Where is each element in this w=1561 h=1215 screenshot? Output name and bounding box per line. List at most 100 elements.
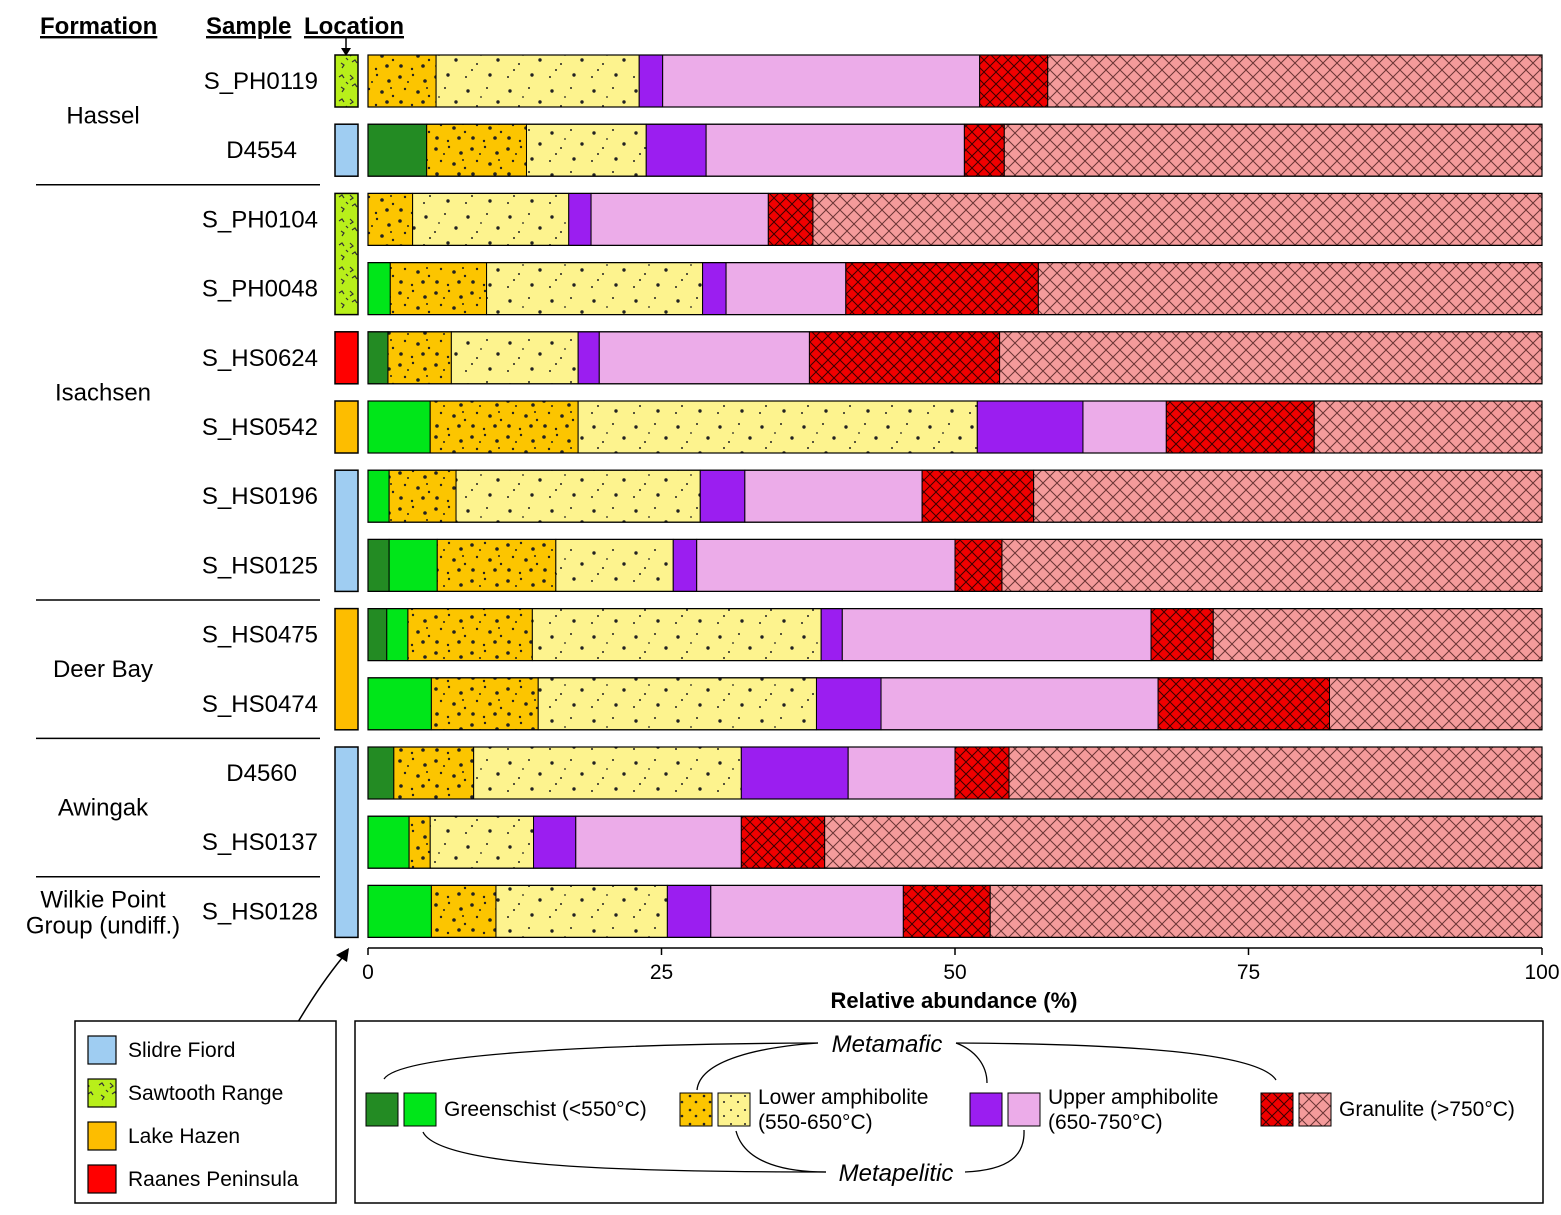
bar-row bbox=[367, 538, 1543, 593]
bar-segment-gr_mafic bbox=[1157, 677, 1331, 731]
sample-label: S_PH0104 bbox=[202, 206, 318, 233]
bar-segment-ua_mafic bbox=[645, 123, 707, 177]
bar-segment-ua_mafic bbox=[577, 331, 600, 385]
bar-row bbox=[367, 54, 1543, 108]
sample-label: D4554 bbox=[226, 137, 297, 164]
bar-outline bbox=[367, 469, 1543, 523]
bar-outline bbox=[367, 815, 1543, 869]
bar-segment-la_pelitic bbox=[555, 538, 674, 592]
legend-label-slidre-fiord: Slidre Fiord bbox=[128, 1039, 235, 1062]
legend-swatch-lake-hazen bbox=[87, 1121, 117, 1151]
bar-segment-ua_mafic bbox=[699, 469, 746, 523]
bar-segment-la_mafic bbox=[430, 677, 539, 731]
legend-label-lake-hazen: Lake Hazen bbox=[128, 1125, 240, 1148]
bar-segment-gr_mafic bbox=[740, 815, 826, 869]
bar-row bbox=[367, 262, 1543, 316]
bar-segment-la_pelitic bbox=[412, 192, 570, 246]
bar-segment-ua_mafic bbox=[666, 884, 712, 938]
bar-segment-la_mafic bbox=[367, 54, 437, 108]
bar-segment-gr_pelitic bbox=[999, 331, 1543, 385]
legend-group-label: Greenschist (<550°C) bbox=[444, 1098, 647, 1121]
bar-outline bbox=[367, 123, 1543, 177]
bar-row bbox=[367, 884, 1543, 939]
bar-segment-gr_mafic bbox=[845, 262, 1039, 316]
bar-outline bbox=[367, 54, 1543, 108]
bar-segment-gs_pelitic bbox=[367, 262, 391, 316]
bar-segment-gs_pelitic bbox=[367, 469, 390, 523]
bar-segment-la_pelitic bbox=[495, 884, 668, 938]
location-header-arrow bbox=[341, 38, 351, 56]
bar-segment-ua_pelitic bbox=[725, 262, 847, 316]
bar-segment-ua_pelitic bbox=[1082, 400, 1167, 454]
bar-row bbox=[367, 192, 1543, 246]
bar-outline bbox=[367, 607, 1543, 662]
formation-label: Hassel bbox=[66, 103, 139, 130]
bar-segment-gr_pelitic bbox=[1047, 54, 1543, 108]
legend-label-raanes-peninsula: Raanes Peninsula bbox=[128, 1168, 299, 1191]
bar-segment-ua_pelitic bbox=[575, 815, 742, 869]
bar-segment-gr_mafic bbox=[963, 123, 1005, 177]
legend-group-range: (550-650°C) bbox=[758, 1111, 873, 1134]
location-block-lake-hazen bbox=[334, 607, 359, 731]
bar-segment-gs_pelitic bbox=[367, 400, 431, 454]
bar-segment-gs_pelitic bbox=[367, 815, 410, 869]
bar-segment-la_mafic bbox=[408, 815, 431, 869]
bar-segment-ua_pelitic bbox=[710, 884, 904, 938]
metapelitic-label: Metapelitic bbox=[839, 1160, 954, 1187]
legend-swatch-la_pelitic bbox=[717, 1092, 751, 1127]
bar-segment-gr_pelitic bbox=[1329, 677, 1543, 731]
bar-segment-ua_pelitic bbox=[590, 192, 769, 246]
bar-segment-ua_mafic bbox=[672, 538, 698, 592]
sample-header: Sample bbox=[206, 13, 291, 40]
legend-group-range: (650-750°C) bbox=[1048, 1111, 1163, 1134]
bar-row bbox=[367, 746, 1543, 800]
bar-row bbox=[367, 815, 1543, 869]
bar-segment-ua_mafic bbox=[533, 815, 577, 869]
sample-label: D4560 bbox=[226, 760, 297, 787]
legend-group-label: Upper amphibolite bbox=[1048, 1086, 1218, 1109]
location-block-sawtooth-range bbox=[334, 54, 359, 108]
bar-segment-la_pelitic bbox=[525, 123, 647, 177]
bar-segment-gr_pelitic bbox=[812, 192, 1543, 246]
formation-labels: Hassel Isachsen Deer Bay Awingak Wilkie Poin… bbox=[26, 103, 180, 940]
formation-separators bbox=[36, 184, 320, 878]
formation-label: Awingak bbox=[58, 795, 149, 822]
bar-segment-gr_pelitic bbox=[824, 815, 1543, 869]
location-block-lake-hazen bbox=[334, 400, 359, 454]
bar-row bbox=[367, 400, 1543, 454]
bar-segment-gs_pelitic bbox=[386, 608, 409, 662]
legend-group-label: Lower amphibolite bbox=[758, 1086, 928, 1109]
bar-outline bbox=[367, 538, 1543, 593]
bar-segment-ua_mafic bbox=[702, 262, 727, 316]
formation-label: Wilkie Point bbox=[40, 886, 166, 913]
legend-swatch-sawtooth-range bbox=[87, 1078, 117, 1108]
bar-segment-la_mafic bbox=[388, 469, 457, 523]
bar-segment-gr_mafic bbox=[808, 331, 1001, 385]
formation-label: Group (undiff.) bbox=[26, 912, 180, 939]
bar-segment-gr_mafic bbox=[921, 469, 1035, 523]
bar-segment-gr_pelitic bbox=[1033, 469, 1543, 523]
legend-group-label: Granulite (>750°C) bbox=[1339, 1098, 1515, 1121]
bar-segment-ua_mafic bbox=[740, 746, 849, 800]
x-tick-label: 50 bbox=[943, 961, 966, 984]
legend-swatch-la_mafic bbox=[679, 1092, 713, 1127]
sample-label: S_HS0128 bbox=[202, 898, 318, 925]
bars bbox=[367, 54, 1543, 939]
sample-label: S_HS0474 bbox=[202, 691, 318, 718]
bar-segment-ua_pelitic bbox=[744, 469, 923, 523]
bar-segment-la_pelitic bbox=[577, 400, 978, 454]
legend-label-sawtooth-range: Sawtooth Range bbox=[128, 1082, 283, 1105]
bar-segment-gs_mafic bbox=[367, 608, 388, 662]
bar-segment-gs_pelitic bbox=[367, 677, 432, 731]
sample-label: S_HS0542 bbox=[202, 414, 318, 441]
bar-segment-la_pelitic bbox=[537, 677, 817, 731]
bar-outline bbox=[367, 884, 1543, 939]
bar-segment-ua_pelitic bbox=[705, 123, 965, 177]
legend-swatch-ua_pelitic bbox=[1007, 1092, 1041, 1127]
sample-label: S_HS0624 bbox=[202, 345, 318, 372]
location-header: Location bbox=[304, 13, 404, 40]
bar-segment-ua_pelitic bbox=[662, 54, 981, 108]
bar-outline bbox=[367, 262, 1543, 316]
bar-segment-la_pelitic bbox=[429, 815, 535, 869]
bar-segment-gr_pelitic bbox=[1008, 746, 1543, 800]
